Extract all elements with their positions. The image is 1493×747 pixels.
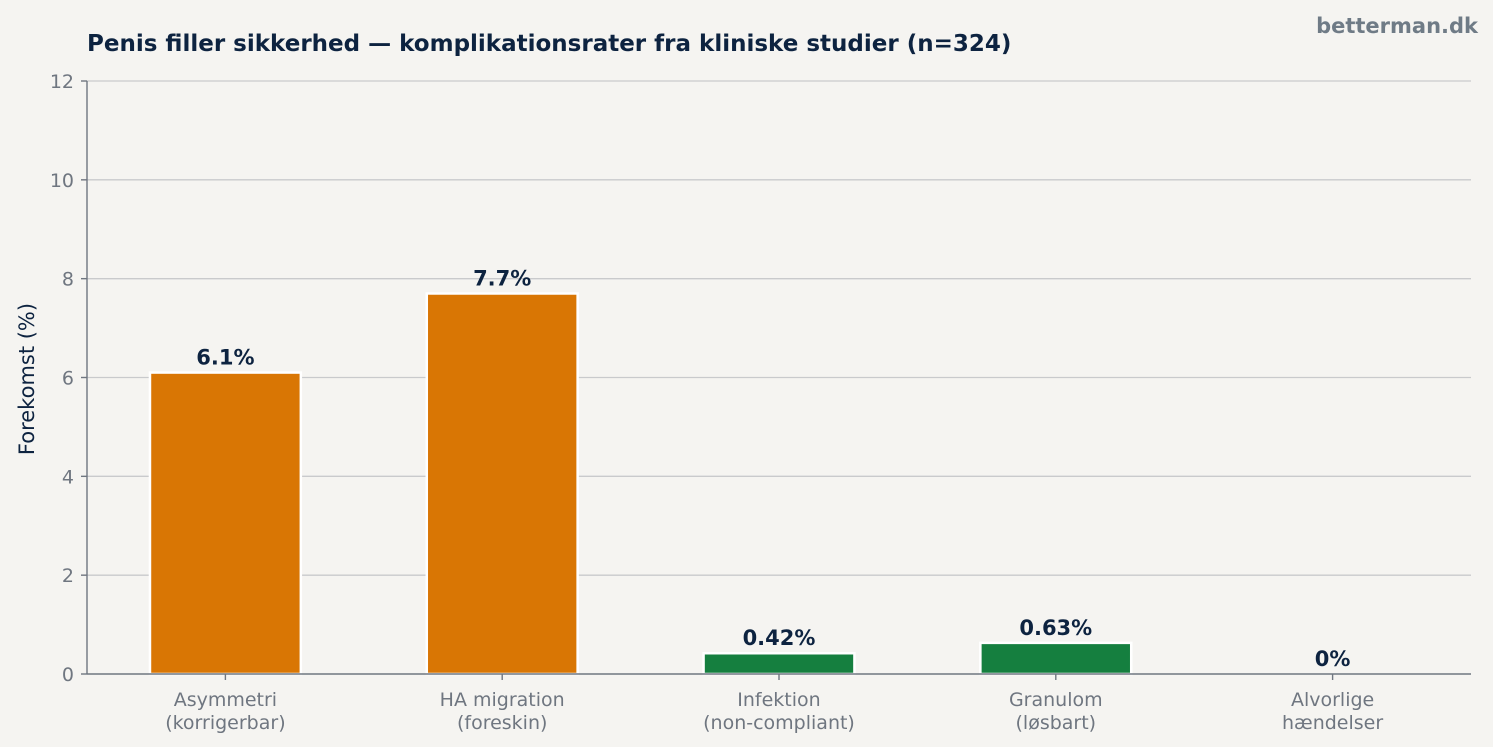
bars — [148, 292, 1133, 676]
bar-value-label: 0.63% — [1019, 616, 1092, 640]
gridlines — [87, 80, 1471, 576]
bar — [425, 292, 579, 676]
y-tick-label: 4 — [62, 466, 74, 488]
y-ticks: 0 2 4 6 8 10 12 — [50, 71, 1334, 686]
bar — [702, 651, 856, 676]
bar — [148, 371, 303, 676]
x-tick-label: Infektion — [737, 689, 820, 711]
bar — [979, 641, 1133, 676]
x-tick-label: Asymmetri — [174, 689, 277, 711]
bar-value-label: 0% — [1315, 647, 1351, 671]
x-tick-labels: Asymmetri(korrigerbar) HA migration(fores… — [165, 689, 1383, 734]
brand-watermark: betterman.dk — [1316, 14, 1479, 38]
bar-value-label: 0.42% — [743, 626, 816, 650]
bar-value-label: 7.7% — [473, 266, 531, 290]
data-labels: 6.1% 7.7% 0.42% 0.63% 0% — [196, 266, 1350, 671]
y-tick-label: 6 — [62, 368, 74, 390]
x-tick-label: hændelser — [1282, 712, 1383, 734]
y-tick-label: 10 — [50, 170, 74, 192]
y-tick-label: 0 — [62, 664, 74, 686]
y-tick-label: 2 — [62, 565, 74, 587]
x-tick-label: (korrigerbar) — [165, 712, 285, 734]
x-tick-label: HA migration — [440, 689, 565, 711]
x-tick-label: Granulom — [1009, 689, 1103, 711]
x-tick-label: (foreskin) — [457, 712, 547, 734]
y-tick-label: 12 — [50, 71, 74, 93]
x-tick-label: Alvorlige — [1291, 689, 1374, 711]
bar-value-label: 6.1% — [196, 346, 254, 370]
x-tick-label: (løsbart) — [1016, 712, 1097, 734]
x-tick-label: (non-compliant) — [703, 712, 855, 734]
y-tick-label: 8 — [62, 269, 74, 291]
chart-title: Penis filler sikkerhed — komplikationsra… — [87, 31, 1011, 57]
y-axis-label: Forekomst (%) — [15, 303, 39, 455]
